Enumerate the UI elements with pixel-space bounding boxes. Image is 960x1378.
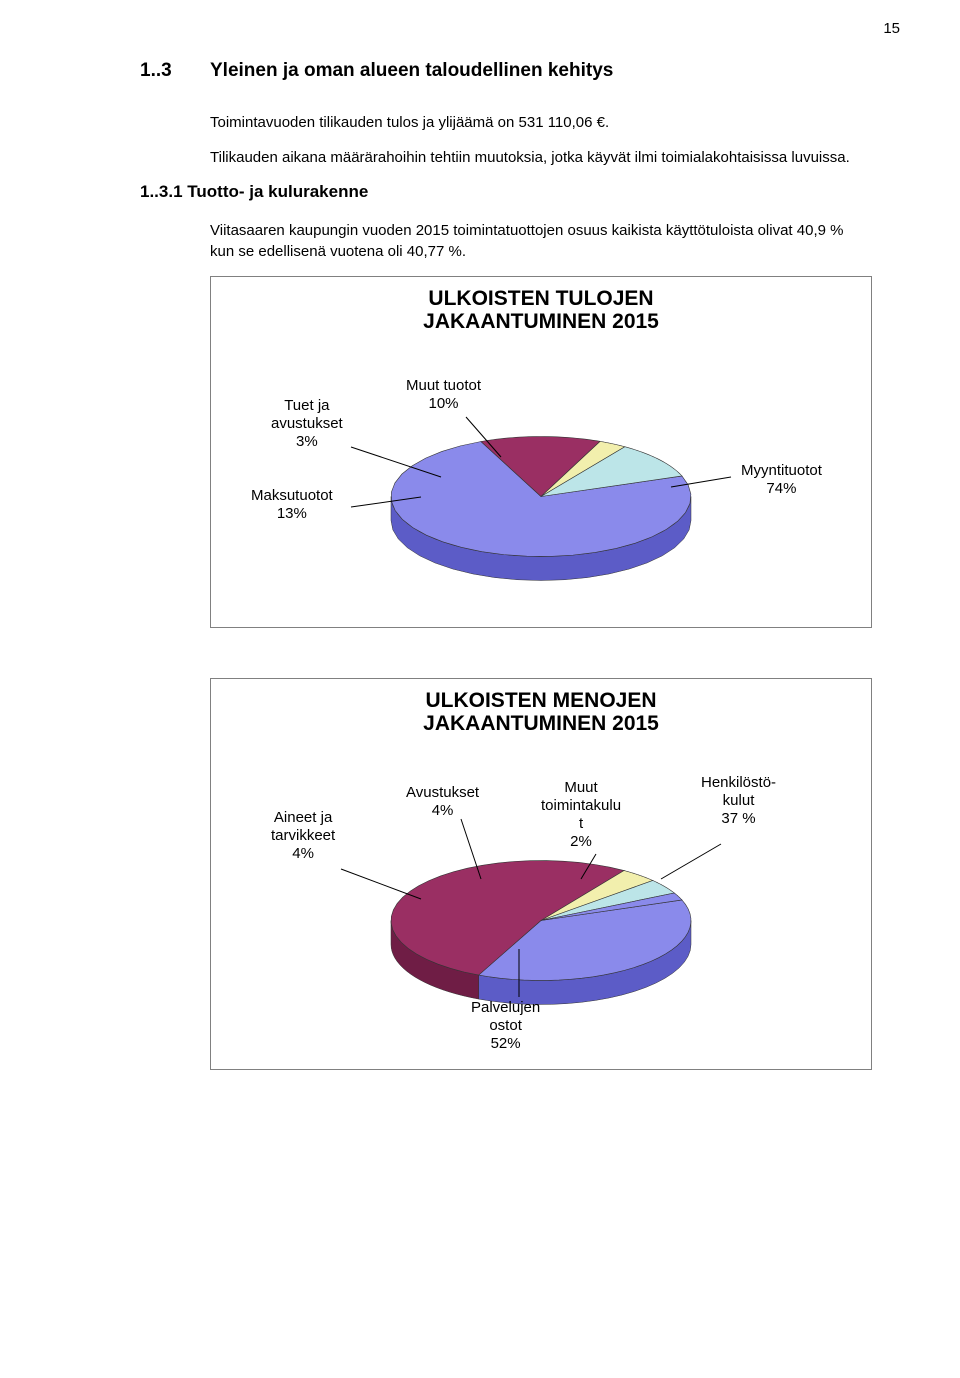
- subsection-heading: 1..3.1 Tuotto- ja kulurakenne: [140, 182, 870, 202]
- chart-slice-label: Maksutuotot13%: [251, 487, 333, 523]
- paragraph: Viitasaaren kaupungin vuoden 2015 toimin…: [210, 220, 870, 262]
- chart-title: ULKOISTEN MENOJENJAKAANTUMINEN 2015: [211, 679, 871, 735]
- chart-slice-label: Muut tuotot10%: [406, 377, 481, 413]
- subsection-title: Tuotto- ja kulurakenne: [187, 182, 368, 201]
- subsection-number: 1..3.1: [140, 182, 183, 201]
- chart-slice-label: Palvelujenostot52%: [471, 999, 540, 1053]
- chart-slice-label: Henkilöstö-kulut37 %: [701, 774, 776, 828]
- chart-expense-distribution: ULKOISTEN MENOJENJAKAANTUMINEN 2015 Henki…: [210, 678, 872, 1070]
- page: 15 1..3 Yleinen ja oman alueen taloudell…: [0, 0, 960, 1378]
- paragraph: Toimintavuoden tilikauden tulos ja ylijä…: [210, 112, 870, 133]
- chart-slice-label: Avustukset4%: [406, 784, 479, 820]
- chart-slice-label: Muuttoimintakulut2%: [541, 779, 621, 851]
- section-heading: 1..3 Yleinen ja oman alueen taloudelline…: [140, 60, 870, 82]
- section-title: Yleinen ja oman alueen taloudellinen keh…: [210, 60, 613, 82]
- chart-slice-label: Tuet jaavustukset3%: [271, 397, 343, 451]
- chart-slice-label: Aineet jatarvikkeet4%: [271, 809, 335, 863]
- chart-income-distribution: ULKOISTEN TULOJENJAKAANTUMINEN 2015 Myynt…: [210, 276, 872, 628]
- paragraph: Tilikauden aikana määrärahoihin tehtiin …: [210, 147, 870, 168]
- chart-slice-label: Myyntituotot74%: [741, 462, 822, 498]
- page-number: 15: [883, 20, 900, 37]
- chart-title: ULKOISTEN TULOJENJAKAANTUMINEN 2015: [211, 277, 871, 333]
- section-number: 1..3: [140, 60, 210, 82]
